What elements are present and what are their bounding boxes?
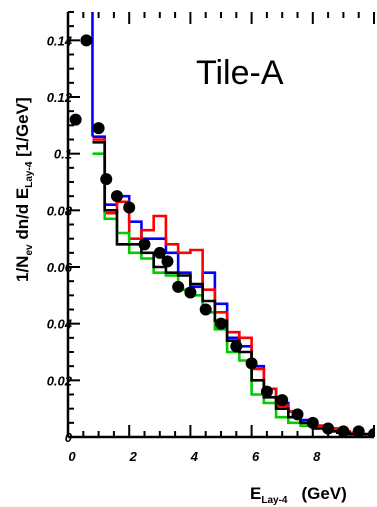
histogram-series-1 [92,135,374,436]
y-tick-label: 0 [65,430,73,445]
y-axis-title-unit: [1/GeV] [13,97,32,161]
x-axis-title: ELay-4 (GeV) [250,484,347,506]
y-tick-label: 0.1 [54,147,72,162]
x-tick-label: 6 [252,449,260,464]
data-point [306,416,319,429]
x-tick-label: 8 [313,449,321,464]
y-axis-title-mid-sub: Lay-4 [24,161,35,188]
x-tick-label: 4 [190,449,199,464]
data-point [100,173,113,186]
histogram-series-3 [92,152,374,436]
histogram-series-4 [92,141,374,436]
data-point [245,357,258,370]
x-axis-title-sub: Lay-4 [261,495,288,506]
x-tick-label: 0 [68,449,76,464]
x-axis-title-unit: (GeV) [301,484,346,503]
data-point [153,246,166,259]
y-axis-title-mid: dn/d E [13,188,32,245]
data-point [92,122,105,135]
data-point [110,190,123,203]
y-axis-title-prefix-sub: ev [24,244,35,256]
data-point [80,34,93,47]
axis-ticks: 0 0.02 0.04 0.06 0.08 0.1 0.12 0.14 0 2 4 6 8 [47,11,375,464]
data-point [184,286,197,299]
y-tick-label: 0.08 [47,203,73,218]
data-point [172,280,185,293]
data-point [69,113,82,126]
data-point [230,340,243,353]
data-point [199,303,212,316]
panel-label: Tile-A [196,54,284,92]
data-point [138,238,151,251]
data-point [368,428,374,437]
x-tick-label: 2 [129,449,138,464]
data-point [260,385,273,398]
y-axis-title-prefix: 1/N [13,256,32,282]
data-points-layer [69,34,374,437]
data-point [123,201,136,214]
data-point [322,422,335,435]
x-axis-title-main: E [250,484,261,503]
y-tick-label: 0.12 [47,90,73,105]
data-point [276,394,289,407]
y-tick-label: 0.14 [47,33,73,48]
data-point [215,317,227,330]
y-tick-label: 0.06 [47,260,73,275]
y-axis-title: 1/Nev dn/d ELay-4 [1/GeV] [13,97,35,282]
y-tick-label: 0.02 [47,373,73,388]
y-tick-label: 0.04 [47,317,73,332]
data-point [291,408,304,421]
histogram-series-2 [92,138,374,436]
data-point [161,255,174,268]
